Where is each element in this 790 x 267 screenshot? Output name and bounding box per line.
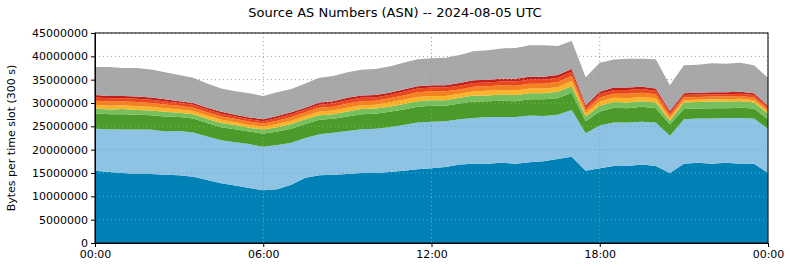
- grid-line-x: [431, 33, 432, 243]
- y-tick: 10000000: [32, 190, 95, 203]
- chart: 0500000010000000150000002000000025000000…: [0, 0, 790, 267]
- plot: 0500000010000000150000002000000025000000…: [32, 27, 784, 261]
- grid: [95, 33, 768, 243]
- y-tick: 5000000: [39, 214, 95, 227]
- plot-frame: [95, 33, 768, 243]
- y-tick-mark: [91, 173, 95, 174]
- y-tick-mark: [91, 150, 95, 151]
- y-tick-label: 45000000: [32, 27, 88, 40]
- y-tick-mark: [91, 196, 95, 197]
- x-tick-mark: [95, 243, 96, 247]
- grid-line-y: [95, 196, 768, 197]
- y-tick: 35000000: [32, 74, 95, 87]
- x-tick-label: 00:00: [80, 248, 112, 261]
- grid-line-y: [95, 103, 768, 104]
- y-tick-label: 25000000: [32, 120, 88, 133]
- grid-line-y: [95, 79, 768, 80]
- y-tick-label: 40000000: [32, 50, 88, 63]
- x-axis: 00:00 06:00 12:00 18:00 00:00: [80, 243, 785, 261]
- x-axis-line: [96, 244, 769, 248]
- y-tick: 15000000: [32, 167, 95, 180]
- x-tick-mark: [600, 243, 601, 247]
- y-tick-mark: [91, 103, 95, 104]
- x-tick-label: 06:00: [248, 248, 280, 261]
- x-tick-label: 18:00: [584, 248, 616, 261]
- x-tick: 00:00: [753, 243, 785, 261]
- grid-line-y: [95, 56, 768, 57]
- y-tick-label: 15000000: [32, 167, 88, 180]
- y-tick-label: 20000000: [32, 144, 88, 157]
- x-tick: 00:00: [80, 243, 112, 261]
- grid-line-x: [599, 33, 600, 243]
- y-tick: 30000000: [32, 97, 95, 110]
- x-tick-label: 12:00: [416, 248, 448, 261]
- x-tick: 12:00: [416, 243, 448, 261]
- y-tick-mark: [91, 243, 95, 244]
- y-tick-mark: [91, 80, 95, 81]
- y-tick-mark: [91, 33, 95, 34]
- y-tick-label: 30000000: [32, 97, 88, 110]
- y-tick-mark: [91, 126, 95, 127]
- y-axis-title: Bytes per time slot (300 s): [5, 65, 18, 212]
- area-layer: [95, 41, 768, 119]
- x-tick-mark: [768, 243, 769, 247]
- y-tick-label: 10000000: [32, 190, 88, 203]
- y-axis: 0500000010000000150000002000000025000000…: [32, 27, 96, 250]
- x-tick: 18:00: [584, 243, 616, 261]
- y-tick: 25000000: [32, 120, 95, 133]
- y-tick-mark: [91, 56, 95, 57]
- x-tick-mark: [263, 243, 264, 247]
- y-tick-label: 5000000: [39, 214, 88, 227]
- y-axis-line: [91, 34, 96, 244]
- title: Source AS Numbers (ASN) -- 2024-08-05 UT…: [248, 5, 541, 20]
- x-tick-label: 00:00: [753, 248, 785, 261]
- y-tick-label: 35000000: [32, 74, 88, 87]
- y-tick-mark: [91, 220, 95, 221]
- y-tick: 45000000: [32, 27, 95, 40]
- x-tick-mark: [432, 243, 433, 247]
- y-tick: 40000000: [32, 50, 95, 63]
- grid-line-y: [95, 219, 768, 220]
- y-tick: 20000000: [32, 144, 95, 157]
- x-tick: 06:00: [248, 243, 280, 261]
- grid-line-x: [263, 33, 264, 243]
